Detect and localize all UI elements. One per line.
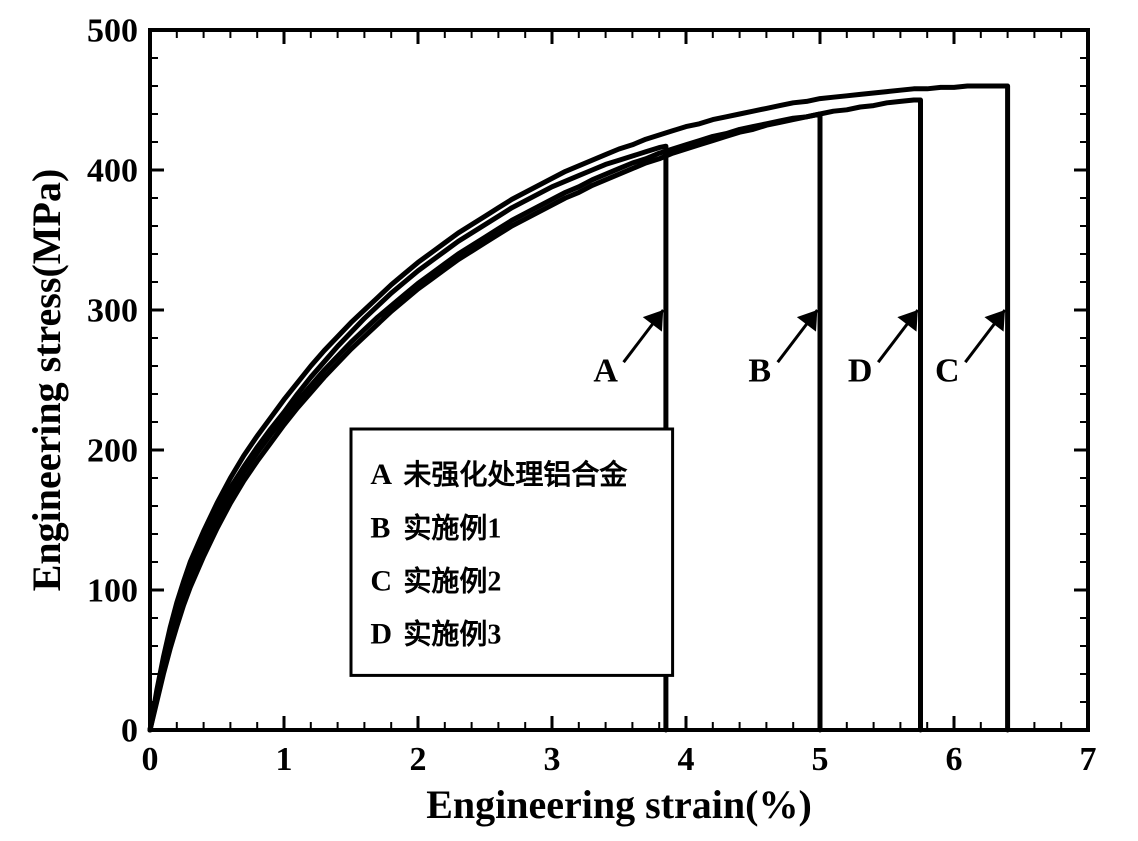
legend-text: 实施例3 [403, 618, 501, 651]
legend-text: 未强化处理铝合金 [403, 458, 628, 491]
legend-text: 实施例2 [403, 565, 501, 598]
x-tick-label: 1 [276, 741, 293, 778]
x-tick-label: 6 [946, 741, 963, 778]
x-tick-label: 4 [678, 741, 695, 778]
legend-letter: D [370, 618, 392, 651]
y-tick-label: 200 [87, 432, 138, 469]
arrow-label-D: D [848, 353, 873, 390]
legend-letter: C [370, 565, 392, 598]
x-tick-label: 0 [142, 741, 159, 778]
y-tick-label: 0 [121, 712, 138, 749]
arrow-label-A: A [593, 353, 618, 390]
legend-letter: A [370, 458, 392, 491]
y-tick-label: 100 [87, 572, 138, 609]
x-tick-label: 7 [1080, 741, 1097, 778]
legend-letter: B [370, 511, 390, 544]
legend-text: 实施例1 [403, 511, 501, 544]
x-tick-label: 3 [544, 741, 561, 778]
x-axis-label: Engineering strain(%) [426, 782, 812, 827]
stress-strain-chart: 012345670100200300400500ABDCA未强化处理铝合金B实施… [0, 0, 1138, 836]
arrow-label-B: B [748, 353, 771, 390]
arrow-label-C: C [935, 353, 960, 390]
y-tick-label: 500 [87, 12, 138, 49]
x-tick-label: 5 [812, 741, 829, 778]
y-tick-label: 300 [87, 292, 138, 329]
y-axis-label: Engineering stress(MPa) [24, 169, 69, 592]
y-tick-label: 400 [87, 152, 138, 189]
x-tick-label: 2 [410, 741, 427, 778]
